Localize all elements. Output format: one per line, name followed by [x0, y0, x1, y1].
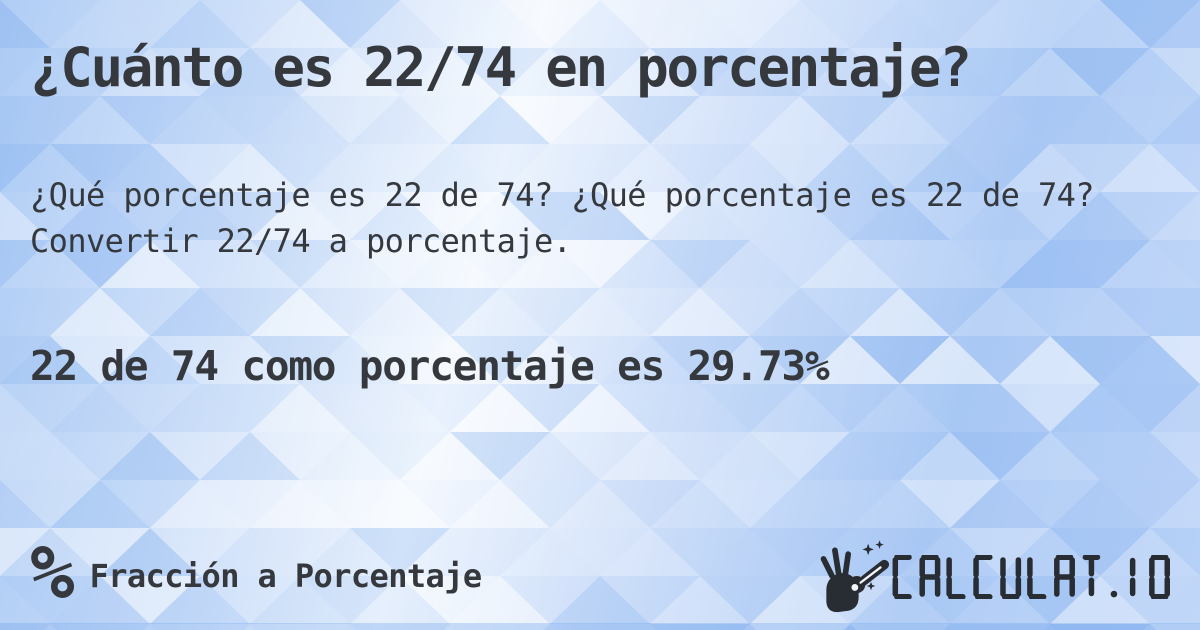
percent-icon: % — [30, 529, 75, 616]
category: % Fracción a Porcentaje — [30, 529, 483, 616]
sparkle-icon — [862, 543, 874, 556]
calculatio-logo — [814, 538, 1170, 614]
page-title: ¿Cuánto es 22/74 en porcentaje? — [30, 36, 972, 99]
page-description: ¿Qué porcentaje es 22 de 74? ¿Qué porcen… — [30, 172, 1095, 264]
card-footer: % Fracción a Porcentaje — [30, 529, 1170, 616]
result-text: 22 de 74 como porcentaje es 29.73% — [30, 342, 830, 390]
logo-text — [892, 555, 1170, 599]
category-label: Fracción a Porcentaje — [89, 556, 483, 595]
magic-wand-hand-icon — [820, 540, 890, 613]
description-line-1: ¿Qué porcentaje es 22 de 74? ¿Qué porcen… — [30, 176, 1095, 214]
sparkle-icon — [866, 581, 876, 591]
sparkle-icon — [875, 540, 884, 549]
description-line-2: Convertir 22/74 a porcentaje. — [30, 222, 572, 260]
